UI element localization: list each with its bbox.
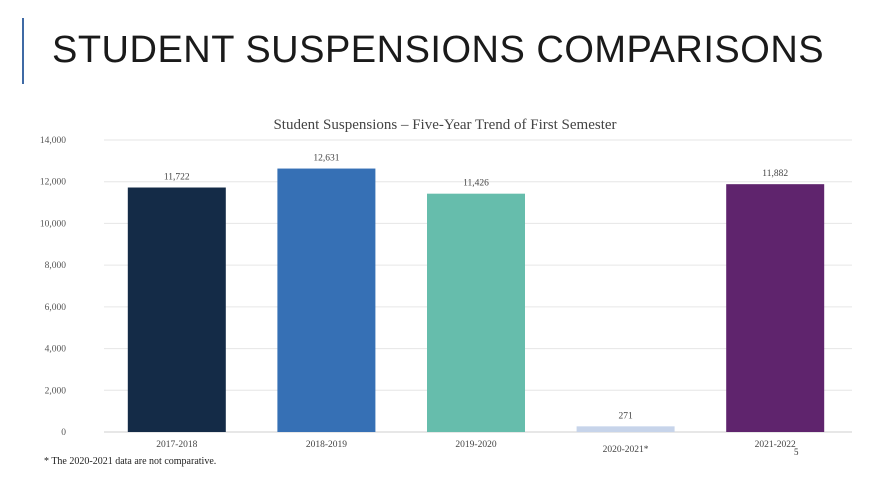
y-tick-label: 2,000 (45, 386, 67, 396)
data-label: 11,722 (164, 173, 190, 183)
chart-title: Student Suspensions – Five-Year Trend of… (273, 117, 616, 133)
data-label: 12,631 (313, 154, 339, 164)
y-tick-label: 6,000 (45, 303, 67, 313)
title-accent-bar (22, 18, 24, 84)
x-tick-label: 2019-2020 (455, 440, 496, 450)
y-tick-label: 8,000 (45, 261, 67, 271)
data-label: 11,882 (762, 169, 788, 179)
y-tick-label: 12,000 (40, 178, 66, 188)
slide-title: STUDENT SUSPENSIONS COMPARISONS (52, 29, 825, 71)
x-tick-label: 2017-2018 (156, 440, 197, 450)
y-tick-label: 0 (61, 428, 66, 438)
x-tick-label: 2020-2021* (603, 445, 649, 455)
bar (427, 193, 525, 432)
y-tick-label: 4,000 (45, 345, 67, 355)
bar (726, 184, 825, 432)
bar (127, 187, 226, 432)
y-tick-label: 14,000 (40, 136, 66, 146)
x-tick-label: 2018-2019 (306, 440, 347, 450)
data-label: 271 (618, 411, 633, 421)
footnote: * The 2020-2021 data are not comparative… (44, 456, 217, 467)
data-label: 11,426 (463, 179, 489, 189)
y-tick-label: 10,000 (40, 219, 66, 229)
bar (576, 426, 675, 432)
bar (277, 168, 376, 433)
page-number: 5 (794, 447, 799, 457)
x-tick-label: 2021-2022 (755, 440, 796, 450)
